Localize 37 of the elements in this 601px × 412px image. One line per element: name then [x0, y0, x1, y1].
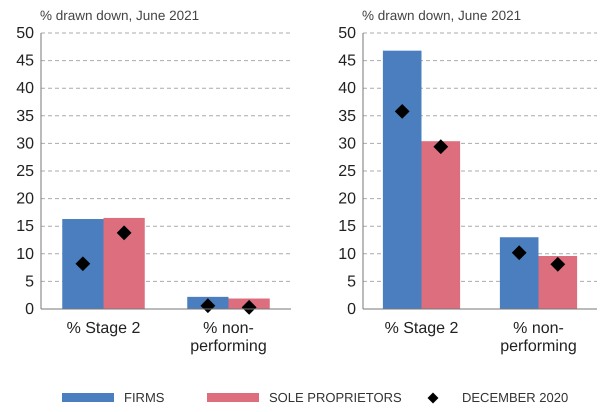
y-tick-label: 15 [338, 218, 356, 236]
y-tick-label: 10 [16, 246, 34, 263]
y-tick-label: 30 [16, 135, 34, 152]
y-axis-title: % drawn down, June 2021 [362, 8, 522, 23]
bar [382, 50, 422, 309]
legend-label: FIRMS [124, 390, 165, 405]
y-tick-label: 40 [16, 80, 34, 98]
y-tick-label: 35 [16, 108, 34, 125]
y-tick-label: 35 [338, 108, 356, 125]
bar [62, 219, 104, 309]
y-tick-label: 45 [16, 52, 34, 70]
y-tick-label: 25 [16, 163, 34, 180]
y-tick-label: 45 [338, 52, 356, 70]
y-tick-label: 0 [347, 301, 356, 318]
legend-label: DECEMBER 2020 [462, 390, 568, 405]
legend-label: SOLE PROPRIETORS [269, 390, 402, 405]
y-tick-label: 10 [338, 246, 356, 263]
bar [538, 256, 578, 309]
x-tick-label: % non-performing [500, 320, 577, 355]
y-tick-label: 20 [16, 190, 34, 208]
x-tick-label: % Stage 2 [384, 320, 459, 337]
y-axis-title: % drawn down, June 2021 [40, 8, 200, 23]
x-tick-label: % non-performing [190, 320, 267, 355]
y-tick-label: 5 [25, 273, 34, 290]
y-tick-label: 20 [338, 190, 356, 208]
y-tick-label: 15 [16, 218, 34, 236]
y-tick-label: 40 [338, 80, 356, 98]
y-tick-label: 25 [338, 163, 356, 180]
bar [104, 218, 145, 309]
y-tick-label: 5 [347, 273, 356, 290]
x-tick-label: % Stage 2 [66, 320, 141, 337]
y-tick-label: 30 [338, 135, 356, 152]
y-tick-label: 50 [338, 25, 356, 42]
y-tick-label: 50 [16, 25, 34, 42]
y-tick-label: 0 [25, 301, 34, 318]
bar [422, 141, 460, 309]
bar [500, 237, 538, 309]
